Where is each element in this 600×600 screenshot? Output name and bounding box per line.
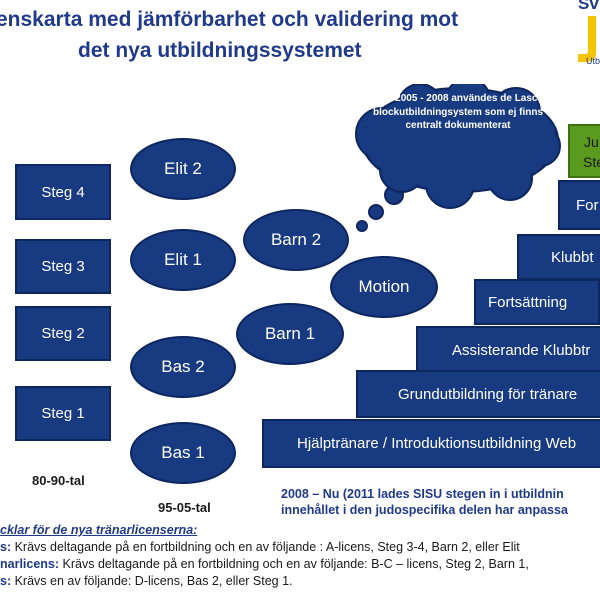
slide-title-line1: enskarta med jämförbarhet och validering…	[0, 8, 459, 31]
stair-step-4: Fortsättning	[474, 279, 600, 325]
footer-line-2-text: Krävs deltagande på en fortbildning och …	[59, 557, 529, 571]
box-steg-3: Steg 3	[15, 239, 111, 294]
period-label-80-90: 80-90-tal	[32, 473, 85, 488]
box-steg-4: Steg 4	[15, 164, 111, 220]
logo-tag: Utb	[586, 56, 600, 66]
footer-line-1-text: Krävs deltagande på en fortbildning och …	[11, 540, 520, 554]
stair-step-3: Assisterande Klubbtr	[416, 326, 600, 374]
footer-line-3-text: Krävs en av följande: D-licens, Bas 2, e…	[11, 574, 293, 588]
footer-line-1-label: s:	[0, 540, 12, 554]
footer-line-2: narlicens: Krävs deltagande på en fortbi…	[0, 557, 529, 571]
footer-line-3: s: Krävs en av följande: D-licens, Bas 2…	[0, 574, 293, 588]
logo-text: Sv	[578, 0, 599, 13]
footer-line-3-label: s:	[0, 574, 12, 588]
footer-line-1: s: Krävs deltagande på en fortbildning o…	[0, 540, 520, 554]
oval-barn-2: Barn 2	[243, 209, 349, 271]
period-label-2008-line2: innehållet i den judospecifika delen har…	[281, 503, 568, 517]
stair-step-6: For	[558, 180, 600, 230]
footer-line-2-label: narlicens:	[0, 557, 60, 571]
period-label-2008: 2008 – Nu (2011 lades SISU stegen in i u…	[281, 487, 564, 501]
oval-elit-2: Elit 2	[130, 138, 236, 200]
period-label-95-05: 95-05-tal	[158, 500, 211, 515]
slide-title-line2: det nya utbildningssystemet	[78, 39, 362, 62]
stair-green-line2: Ste	[583, 154, 600, 170]
logo-icon	[574, 12, 600, 72]
stair-step-2: Grundutbildning för tränare	[356, 370, 600, 418]
oval-elit-1: Elit 1	[130, 229, 236, 291]
box-steg-1: Steg 1	[15, 386, 111, 441]
stair-step-5: Klubbt	[517, 234, 600, 280]
oval-barn-1: Barn 1	[236, 303, 344, 365]
stair-green-top: Ju Ste	[568, 124, 600, 178]
thought-bubble: Mellan 2005 - 2008 användes de Lascaus b…	[340, 77, 562, 234]
oval-bas-2: Bas 2	[130, 336, 236, 398]
footer-heading: cklar för de nya tränarlicenserna:	[0, 523, 197, 537]
footer-heading-text: cklar för de nya tränarlicenserna:	[0, 523, 198, 537]
stair-green-line1: Ju	[584, 134, 599, 150]
stair-step-1: Hjälptränare / Introduktionsutbildning W…	[262, 419, 600, 468]
box-steg-2: Steg 2	[15, 306, 111, 361]
oval-bas-1: Bas 1	[130, 422, 236, 484]
thought-bubble-text: Mellan 2005 - 2008 användes de Lascaus b…	[361, 93, 555, 131]
oval-motion: Motion	[330, 256, 438, 318]
